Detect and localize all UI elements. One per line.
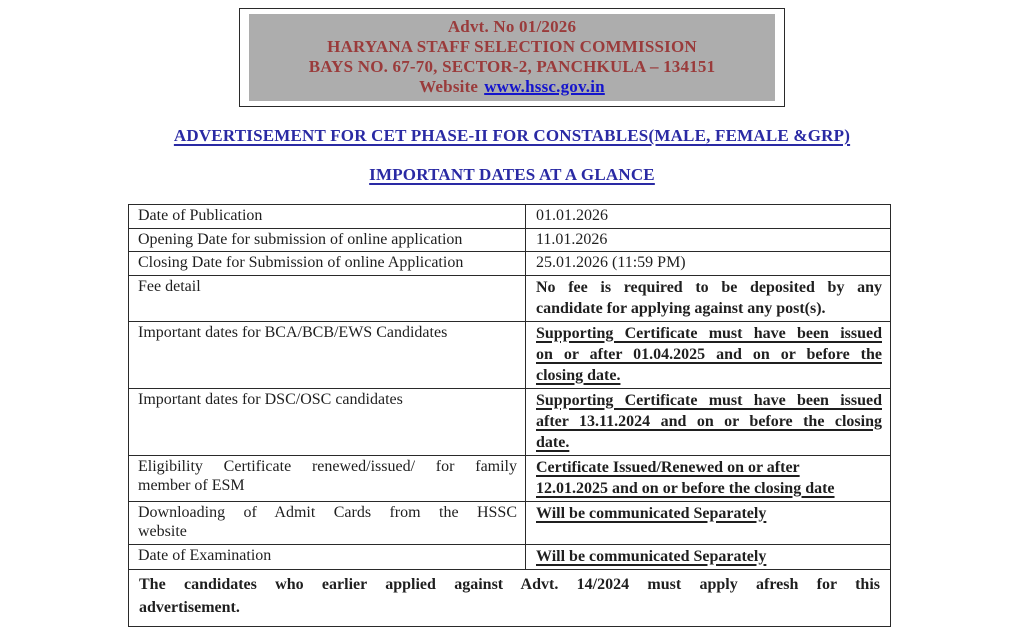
subtitle-important-dates: IMPORTANT DATES AT A GLANCE — [369, 165, 655, 184]
table-cell-label: Closing Date for Submission of online Ap… — [128, 251, 526, 276]
table-cell-label: Date of Examination — [128, 543, 526, 570]
table-cell-value: 25.01.2026 (11:59 PM) — [525, 251, 891, 276]
table-cell-label: Important dates for BCA/BCB/EWS Candidat… — [128, 320, 526, 389]
table-footer-row: The candidates who earlier applied again… — [128, 568, 891, 627]
text-line: 12.01.2025 and on or before the closing … — [536, 479, 835, 497]
text-line: 01.01.2026 — [536, 207, 608, 224]
table-cell-value: Will be communicated Separately — [525, 500, 891, 545]
text-line: after 13.11.2024 and on or before the cl… — [536, 412, 882, 430]
text-line: Eligibility Certificate renewed/issued/ … — [138, 457, 517, 475]
text-line: 11.01.2026 — [536, 230, 608, 248]
table-cell-value: Certificate Issued/Renewed on or after 12… — [525, 454, 891, 502]
text-line: date. — [536, 433, 570, 451]
text-line: Date of Publication — [138, 207, 263, 224]
text-line: advertisement. — [139, 598, 240, 616]
advt-number: Advt. No 01/2026 — [447, 17, 577, 36]
table-cell-label: Important dates for DSC/OSC candidates — [128, 387, 526, 456]
text-line: website — [138, 523, 187, 540]
text-line: Supporting Certificate must have been is… — [536, 391, 882, 409]
dates-table-body: Date of Publication 01.01.2026 Opening D… — [128, 204, 891, 627]
table-cell-label: Eligibility Certificate renewed/issued/ … — [128, 454, 526, 502]
text-line: Certificate Issued/Renewed on or after — [536, 458, 800, 476]
text-line: Will be communicated Separately — [536, 504, 767, 522]
text-line: Fee detail — [138, 277, 201, 295]
website-line: Website www.hssc.gov.in — [253, 77, 771, 97]
table-cell-value: 11.01.2026 — [525, 227, 891, 252]
table-footer-cell: The candidates who earlier applied again… — [128, 568, 891, 627]
text-line: Closing Date for Submission of online Ap… — [138, 254, 464, 271]
table-cell-value: Supporting Certificate must have been is… — [525, 387, 891, 456]
table-cell-label: Downloading of Admit Cards from the HSSC… — [128, 500, 526, 545]
table-row: Important dates for BCA/BCB/EWS Candidat… — [128, 320, 891, 389]
website-link[interactable]: www.hssc.gov.in — [484, 77, 605, 96]
text-line: Will be communicated Separately — [536, 547, 767, 565]
text-line: Important dates for DSC/OSC candidates — [138, 390, 403, 408]
commission-address: BAYS NO. 67-70, SECTOR-2, PANCHKULA – 13… — [308, 57, 716, 76]
text-line: on or after 01.04.2025 and on or before … — [536, 345, 882, 363]
text-line: Date of Examination — [138, 546, 272, 564]
table-row: Important dates for DSC/OSC candidates S… — [128, 387, 891, 456]
advertisement-header-box: Advt. No 01/2026 HARYANA STAFF SELECTION… — [239, 8, 785, 107]
text-line: closing date. — [536, 366, 621, 384]
table-row: Eligibility Certificate renewed/issued/ … — [128, 454, 891, 502]
table-row: Opening Date for submission of online ap… — [128, 227, 891, 252]
table-cell-value: Supporting Certificate must have been is… — [525, 320, 891, 389]
table-cell-value: No fee is required to be deposited by an… — [525, 274, 891, 322]
text-line: The candidates who earlier applied again… — [139, 575, 880, 593]
table-row: Fee detail No fee is required to be depo… — [128, 274, 891, 322]
table-cell-value: 01.01.2026 — [525, 204, 891, 229]
text-line: member of ESM — [138, 477, 245, 494]
text-line: Downloading of Admit Cards from the HSSC — [138, 503, 517, 521]
main-title: ADVERTISEMENT FOR CET PHASE-II FOR CONST… — [173, 126, 851, 145]
text-line: No fee is required to be deposited by an… — [536, 278, 882, 296]
text-line: Important dates for BCA/BCB/EWS Candidat… — [138, 323, 448, 341]
text-line: Supporting Certificate must have been is… — [536, 324, 882, 342]
table-row: Downloading of Admit Cards from the HSSC… — [128, 500, 891, 545]
table-row: Closing Date for Submission of online Ap… — [128, 251, 891, 276]
website-label: Website — [419, 77, 479, 96]
table-cell-label: Fee detail — [128, 274, 526, 322]
table-row: Date of Examination Will be communicated… — [128, 543, 891, 570]
table-cell-value: Will be communicated Separately — [525, 543, 891, 570]
commission-name: HARYANA STAFF SELECTION COMMISSION — [327, 37, 697, 56]
important-dates-table: Date of Publication 01.01.2026 Opening D… — [128, 204, 891, 627]
header-gray-panel: Advt. No 01/2026 HARYANA STAFF SELECTION… — [249, 14, 775, 101]
table-row: Date of Publication 01.01.2026 — [128, 204, 891, 229]
text-line: Opening Date for submission of online ap… — [138, 230, 463, 248]
text-line: 25.01.2026 (11:59 PM) — [536, 254, 686, 271]
table-cell-label: Date of Publication — [128, 204, 526, 229]
table-cell-label: Opening Date for submission of online ap… — [128, 227, 526, 252]
text-line: candidate for applying against any post(… — [536, 299, 826, 317]
document-page: Advt. No 01/2026 HARYANA STAFF SELECTION… — [0, 8, 1024, 627]
